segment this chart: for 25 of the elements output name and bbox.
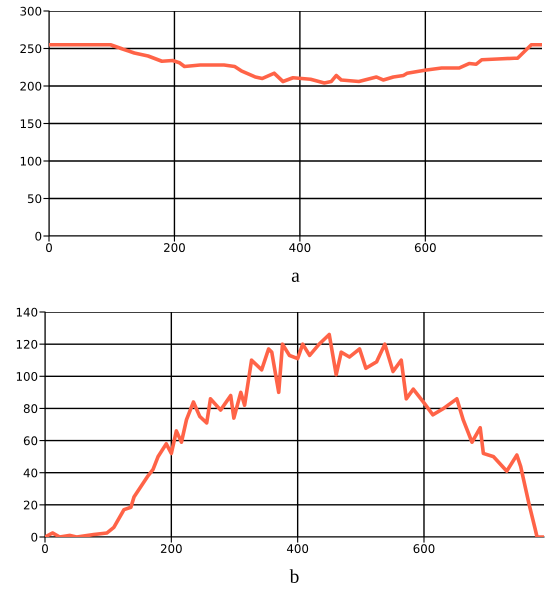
y-tick-label: 0 xyxy=(31,532,38,542)
x-tick-label: 400 xyxy=(289,243,310,252)
y-tick-label: 250 xyxy=(20,44,42,54)
y-tick-label: 140 xyxy=(16,308,38,317)
x-tick-label: 600 xyxy=(414,544,434,554)
y-tick-label: 150 xyxy=(20,119,42,128)
y-tick-label: 40 xyxy=(24,468,38,478)
x-tick-label: 200 xyxy=(160,544,182,554)
y-tick-label: 80 xyxy=(24,404,38,414)
y-tick-label: 20 xyxy=(24,500,38,510)
x-tick-label: 600 xyxy=(414,243,436,252)
y-tick-label: 300 xyxy=(20,6,42,16)
x-tick-label: 200 xyxy=(164,243,185,252)
x-axis-title: a xyxy=(292,272,300,282)
y-tick-label: 120 xyxy=(16,340,38,349)
y-tick-label: 200 xyxy=(20,82,42,91)
x-tick-label: 400 xyxy=(286,544,308,554)
y-tick-label: 60 xyxy=(24,436,38,446)
y-tick-label: 100 xyxy=(20,156,42,166)
y-tick-label: 0 xyxy=(35,232,42,241)
y-tick-label: 100 xyxy=(16,372,38,381)
x-tick-label: 0 xyxy=(46,243,52,252)
x-axis-title: b xyxy=(290,569,299,583)
x-tick-label: 0 xyxy=(42,544,48,554)
y-tick-label: 50 xyxy=(28,194,42,204)
